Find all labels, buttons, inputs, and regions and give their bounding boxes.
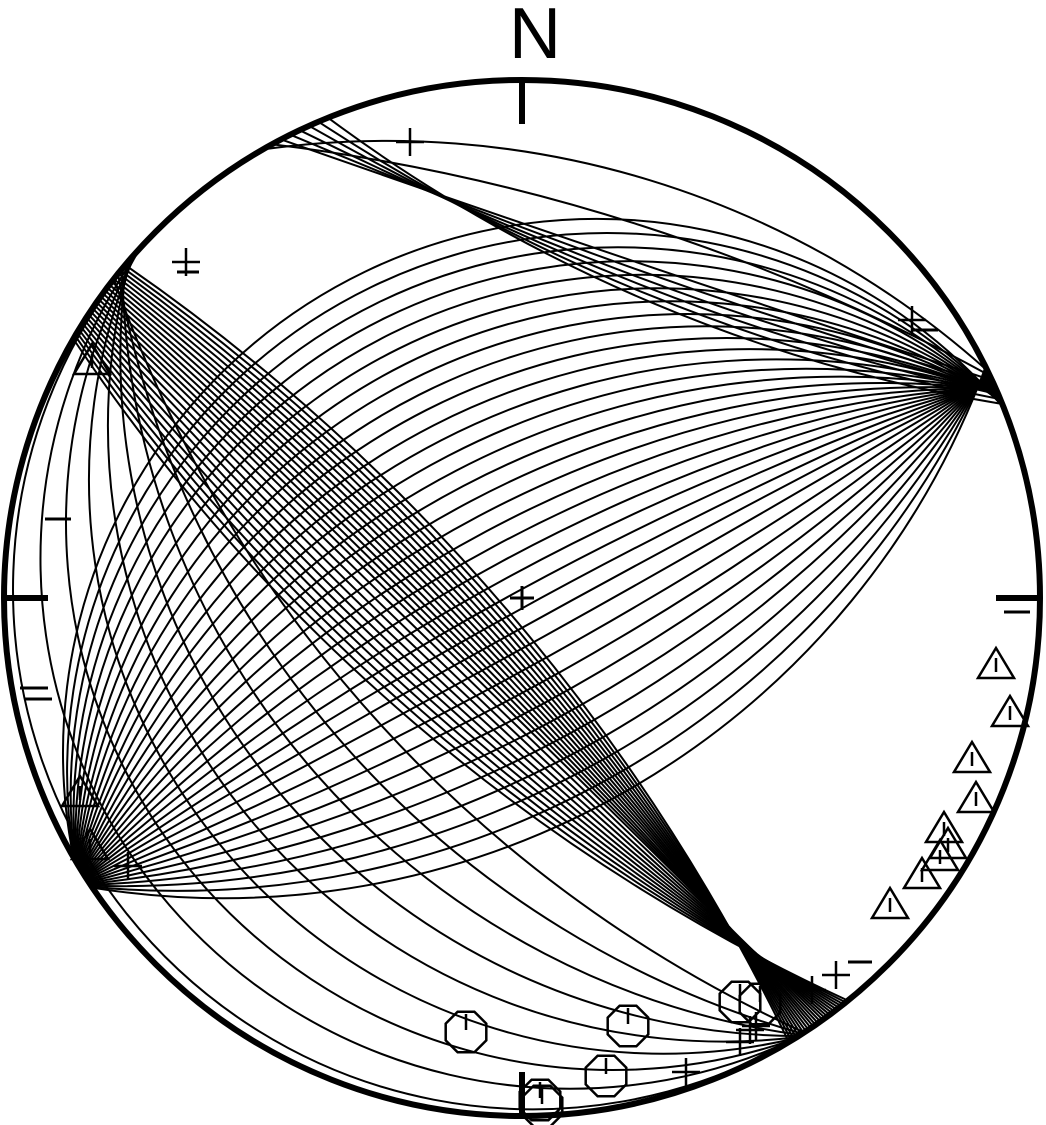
- great-circle-set-3: [280, 138, 993, 382]
- great-circle-set-2: [86, 377, 992, 881]
- great-circle-set-2: [81, 386, 996, 873]
- great-circle-set-2: [92, 366, 987, 900]
- great-circle-set-2: [80, 382, 997, 871]
- great-circle-set-2: [90, 370, 989, 886]
- great-circle-set-2: [82, 385, 995, 874]
- north-label: N: [509, 0, 561, 74]
- triangle-pole: [869, 885, 911, 920]
- great-circle-set-2: [75, 287, 1002, 862]
- cross-pole: [172, 248, 200, 276]
- great-circle-set-2: [89, 371, 989, 885]
- dash-marks: [20, 270, 1030, 964]
- great-circle-set-3: [327, 116, 1003, 405]
- great-circle-set-1b: [65, 247, 794, 1071]
- great-circle-set-2: [80, 386, 997, 872]
- great-circle-set-2: [69, 246, 1004, 860]
- triangle-pole: [975, 645, 1017, 680]
- octagon-pole: [738, 982, 782, 1026]
- great-circle-set-1b: [12, 237, 790, 1111]
- great-circle-set-1b: [121, 268, 801, 1036]
- cross-pole: [396, 128, 424, 156]
- cross-pole: [114, 852, 142, 880]
- great-circle-set-1: [122, 266, 793, 1041]
- great-circle-set-2: [91, 368, 988, 888]
- triangle-pole: [919, 837, 961, 872]
- great-circle-set-3: [289, 133, 995, 386]
- triangle-pole: [923, 809, 965, 844]
- great-circle-set-2: [77, 337, 1000, 866]
- great-circle-set-2: [72, 260, 1004, 860]
- great-circle-set-2: [87, 375, 991, 882]
- great-circle-set-2: [79, 375, 998, 870]
- cross-pole: [822, 961, 850, 989]
- cross-poles: [114, 128, 926, 1086]
- great-circle-set-2: [74, 273, 1003, 861]
- great-circle-set-1b: [106, 257, 797, 1043]
- great-circle-set-1b: [112, 278, 805, 1034]
- great-circle-set-3: [299, 129, 997, 391]
- triangle-pole: [951, 739, 993, 774]
- cross-pole: [742, 1012, 770, 1040]
- triangle-pole: [955, 779, 997, 814]
- cross-pole: [898, 306, 926, 334]
- great-circle-set-2: [76, 313, 1001, 864]
- cross-pole: [672, 1058, 700, 1086]
- great-circle-set-2: [85, 379, 993, 879]
- great-circle-set-2: [84, 380, 994, 878]
- great-circle-set-2: [75, 300, 1002, 863]
- octagon-pole: [444, 1010, 488, 1054]
- great-circle-set-1b: [117, 273, 803, 1035]
- great-circle-set-1: [83, 319, 835, 1013]
- great-circle-set-1: [78, 329, 842, 1007]
- great-circle-set-2: [87, 374, 991, 883]
- great-circle-set-1: [120, 269, 795, 1040]
- great-circle-set-2: [62, 217, 1005, 858]
- triangle-pole: [69, 826, 111, 861]
- great-circle-set-2: [91, 367, 988, 892]
- octagon-pole: [584, 1054, 628, 1098]
- great-circle-set-2: [85, 378, 992, 880]
- cross-pole: [798, 976, 826, 1004]
- octagon-pole: [520, 1084, 564, 1125]
- great-circle-set-2: [76, 325, 1001, 865]
- triangle-pole: [71, 341, 113, 376]
- great-circle-set-1: [74, 335, 847, 1004]
- great-circle-set-3: [317, 120, 1001, 401]
- great-circle-set-2: [88, 373, 990, 884]
- great-circle-set-2: [83, 383, 994, 876]
- great-circle-set-1b: [87, 252, 795, 1055]
- triangle-pole: [59, 773, 101, 808]
- great-circle-set-2: [84, 381, 994, 877]
- great-circle-set-2: [78, 348, 1000, 867]
- great-circle-set-2: [78, 358, 999, 868]
- octagon-poles: [444, 980, 782, 1125]
- great-circle-set-1b: [39, 242, 792, 1090]
- great-circle-set-2: [82, 384, 995, 875]
- great-circle-set-3: [308, 124, 999, 396]
- great-circle-set-3: [271, 143, 991, 377]
- great-circle-set-1: [72, 338, 849, 1002]
- triangle-poles: [59, 341, 1031, 920]
- triangle-pole: [989, 693, 1031, 728]
- great-circle-set-2: [66, 232, 1005, 859]
- octagon-pole: [606, 1004, 650, 1048]
- great-circles: [12, 116, 1005, 1111]
- great-circle-set-2: [89, 372, 990, 885]
- great-circle-set-1b: [119, 263, 799, 1038]
- great-circle-set-3: [262, 139, 989, 372]
- great-circle-set-2: [79, 367, 998, 869]
- triangle-pole: [901, 855, 943, 890]
